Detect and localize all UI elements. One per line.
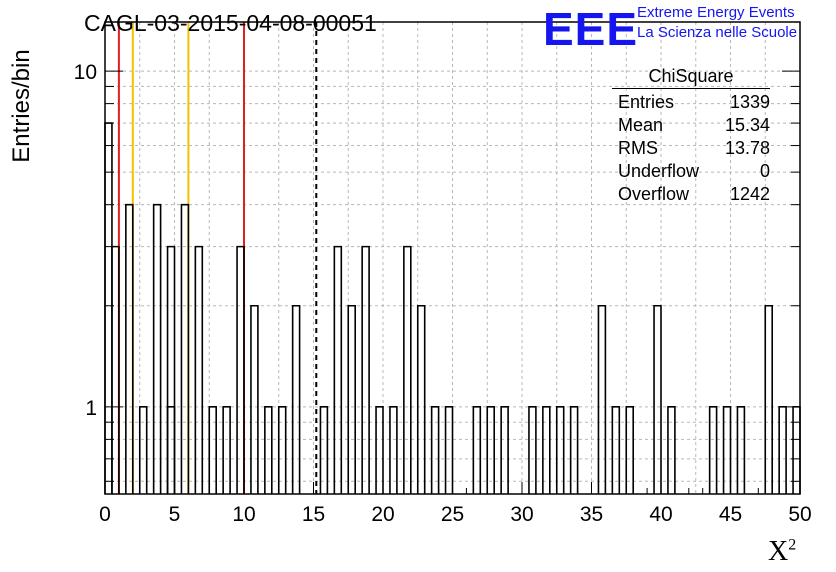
stats-value: 0 — [759, 161, 770, 181]
histogram-bin — [375, 406, 384, 494]
histogram-bin — [611, 406, 621, 494]
histogram-bin — [528, 406, 537, 494]
histogram-bin — [542, 406, 551, 494]
stats-row: Overflow 1242 — [612, 183, 770, 206]
histogram-bin — [194, 245, 204, 494]
x-tick-label: 0 — [99, 503, 111, 526]
histogram-bin — [667, 406, 676, 494]
x-axis-label-sup: 2 — [788, 536, 797, 554]
stats-value: 13.78 — [724, 138, 770, 158]
histogram-bin — [653, 304, 662, 494]
histogram-bin — [625, 406, 634, 494]
histogram-bin — [333, 245, 343, 494]
histogram-bin — [104, 122, 113, 494]
histogram-bin — [722, 406, 732, 494]
histogram-bin — [472, 406, 482, 494]
plot-frame — [104, 21, 801, 495]
histogram-bin — [764, 304, 773, 494]
histogram-bin — [319, 406, 329, 494]
stats-title: ChiSquare — [612, 66, 770, 89]
histogram-bin — [430, 406, 440, 494]
stats-row: Mean 15.34 — [612, 114, 770, 137]
histogram-bin — [222, 406, 231, 494]
stats-label: Mean — [618, 115, 664, 135]
x-axis-label-base: X — [768, 536, 789, 567]
stats-row: Entries 1339 — [612, 91, 770, 114]
stats-value: 15.34 — [724, 115, 770, 135]
chart-title: CAGL-03-2015-04-08-00051 — [84, 10, 377, 36]
x-tick-label: 5 — [169, 503, 181, 526]
histogram-bin — [416, 304, 426, 494]
histogram-bin — [180, 203, 190, 494]
x-tick-label: 20 — [371, 503, 394, 526]
histogram-bin — [569, 406, 579, 494]
histogram-bin — [208, 406, 217, 494]
x-tick-label: 35 — [580, 503, 603, 526]
x-axis-label: X2 — [768, 536, 796, 568]
x-tick-label: 10 — [232, 503, 255, 526]
histogram-bin — [236, 245, 245, 494]
y-tick-label: 1 — [85, 397, 97, 420]
x-tick-label: 30 — [510, 503, 533, 526]
x-tick-label: 15 — [302, 503, 325, 526]
logo-mark: EEE — [543, 3, 639, 55]
x-tick-label: 50 — [788, 503, 811, 526]
histogram-bin — [486, 406, 495, 494]
x-tick-label: 25 — [441, 503, 464, 526]
histogram-bin — [555, 406, 565, 494]
histogram-bin — [111, 245, 120, 494]
histogram-bin — [708, 406, 718, 494]
stats-box: ChiSquare Entries 1339 Mean 15.34 RMS 13.78… — [612, 66, 770, 206]
histogram-bin — [389, 406, 398, 494]
stats-value: 1242 — [729, 184, 770, 204]
axis-ticks — [104, 70, 801, 494]
histogram-bin — [277, 406, 287, 494]
histogram-bin — [736, 406, 746, 494]
histogram-bin — [403, 245, 412, 494]
stats-label: Overflow — [618, 184, 690, 204]
histogram-bin — [264, 406, 273, 494]
stats-value: 1339 — [729, 92, 770, 112]
histogram-bin — [166, 245, 176, 494]
stats-label: RMS — [618, 138, 658, 158]
y-tick-label: 10 — [74, 61, 97, 84]
logo-line2: La Scienza nelle Scuole — [637, 24, 798, 41]
histogram-bin — [152, 203, 162, 494]
histogram-bin — [250, 304, 259, 494]
stats-row: RMS 13.78 — [612, 137, 770, 160]
logo-line1: Extreme Energy Events — [637, 4, 795, 21]
histogram-bin — [125, 203, 134, 494]
tick-labels: 0 5 10 15 20 25 30 35 40 45 50 1 10 — [74, 61, 812, 526]
stats-row: Underflow 0 — [612, 160, 770, 183]
stats-label: Entries — [618, 92, 675, 112]
histogram-bars — [104, 122, 801, 494]
reference-lines — [117, 22, 318, 494]
histogram-bin — [347, 304, 356, 494]
x-tick-label: 45 — [719, 503, 742, 526]
x-tick-label: 40 — [649, 503, 672, 526]
histogram-bin — [138, 406, 148, 494]
histogram-bin — [597, 304, 607, 494]
histogram-bin — [361, 245, 370, 494]
histogram-bin — [444, 406, 454, 494]
histogram-bin — [500, 406, 509, 494]
histogram-bin — [291, 304, 301, 494]
y-axis-label: Entries/bin — [8, 49, 35, 163]
stats-label: Underflow — [618, 161, 700, 181]
